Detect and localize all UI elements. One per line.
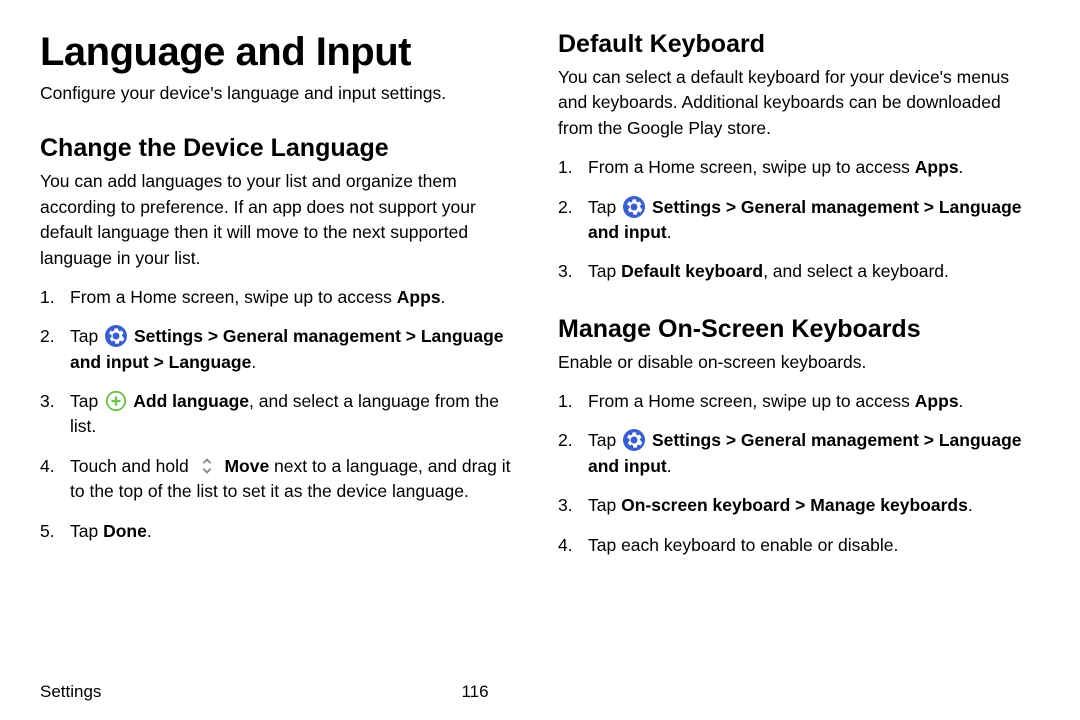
- step-item: Touch and hold Move next to a language, …: [40, 454, 522, 505]
- step-text: .: [251, 352, 256, 372]
- step-text: .: [667, 222, 672, 242]
- step-text: .: [959, 157, 964, 177]
- step-bold: Apps: [397, 287, 441, 307]
- step-text: Tap: [588, 430, 621, 450]
- step-item: From a Home screen, swipe up to access A…: [40, 285, 522, 310]
- step-item: From a Home screen, swipe up to access A…: [558, 155, 1040, 180]
- settings-icon: [105, 325, 127, 347]
- step-text: Tap: [70, 391, 103, 411]
- content-columns: Language and Input Configure your device…: [40, 30, 1040, 670]
- step-text: Tap: [70, 326, 103, 346]
- step-bold: Move: [220, 456, 270, 476]
- step-text: .: [441, 287, 446, 307]
- step-text: .: [959, 391, 964, 411]
- steps-manage-keyboards: From a Home screen, swipe up to access A…: [558, 389, 1040, 558]
- step-item: Tap Done.: [40, 519, 522, 544]
- step-text: Tap: [70, 521, 103, 541]
- step-bold: Settings > General management > Language…: [588, 197, 1022, 242]
- section-desc-manage-keyboards: Enable or disable on-screen keyboards.: [558, 350, 1040, 375]
- step-item: From a Home screen, swipe up to access A…: [558, 389, 1040, 414]
- steps-change-language: From a Home screen, swipe up to access A…: [40, 285, 522, 544]
- step-item: Tap Settings > General management > Lang…: [558, 428, 1040, 479]
- step-text: From a Home screen, swipe up to access: [588, 391, 915, 411]
- add-icon: [105, 390, 127, 412]
- step-text: From a Home screen, swipe up to access: [70, 287, 397, 307]
- section-heading-manage-keyboards: Manage On-Screen Keyboards: [558, 315, 1040, 344]
- step-text: From a Home screen, swipe up to access: [588, 157, 915, 177]
- page-intro: Configure your device's language and inp…: [40, 81, 522, 106]
- step-item: Tap Add language, and select a language …: [40, 389, 522, 440]
- step-item: Tap Settings > General management > Lang…: [558, 195, 1040, 246]
- step-item: Tap Default keyboard, and select a keybo…: [558, 259, 1040, 284]
- move-icon: [196, 455, 218, 477]
- step-text: Tap: [588, 197, 621, 217]
- footer-page-number: 116: [461, 682, 488, 702]
- right-column: Default Keyboard You can select a defaul…: [558, 30, 1040, 670]
- step-text: Touch and hold: [70, 456, 194, 476]
- step-text: Tap each keyboard to enable or disable.: [588, 535, 898, 555]
- step-bold: Settings > General management > Language…: [70, 326, 504, 371]
- section-manage-keyboards: Manage On-Screen Keyboards Enable or dis…: [558, 315, 1040, 558]
- left-column: Language and Input Configure your device…: [40, 30, 522, 670]
- step-bold: Add language: [129, 391, 249, 411]
- step-bold: Done: [103, 521, 147, 541]
- settings-icon: [623, 196, 645, 218]
- step-bold: Apps: [915, 391, 959, 411]
- section-desc-change-language: You can add languages to your list and o…: [40, 169, 522, 271]
- step-text: .: [667, 456, 672, 476]
- step-item: Tap Settings > General management > Lang…: [40, 324, 522, 375]
- step-bold: On-screen keyboard > Manage keyboards: [621, 495, 968, 515]
- step-text: , and select a keyboard.: [763, 261, 949, 281]
- step-item: Tap each keyboard to enable or disable.: [558, 533, 1040, 558]
- step-text: .: [968, 495, 973, 515]
- page-footer: Settings 116: [40, 682, 1040, 702]
- page-title: Language and Input: [40, 30, 522, 75]
- step-bold: Apps: [915, 157, 959, 177]
- step-text: .: [147, 521, 152, 541]
- step-text: Tap: [588, 495, 621, 515]
- step-text: Tap: [588, 261, 621, 281]
- settings-icon: [623, 429, 645, 451]
- step-bold: Default keyboard: [621, 261, 763, 281]
- section-desc-default-keyboard: You can select a default keyboard for yo…: [558, 65, 1040, 141]
- step-bold: Settings > General management > Language…: [588, 430, 1022, 475]
- step-item: Tap On-screen keyboard > Manage keyboard…: [558, 493, 1040, 518]
- steps-default-keyboard: From a Home screen, swipe up to access A…: [558, 155, 1040, 285]
- section-heading-default-keyboard: Default Keyboard: [558, 30, 1040, 59]
- section-heading-change-language: Change the Device Language: [40, 134, 522, 163]
- footer-section-label: Settings: [40, 682, 101, 702]
